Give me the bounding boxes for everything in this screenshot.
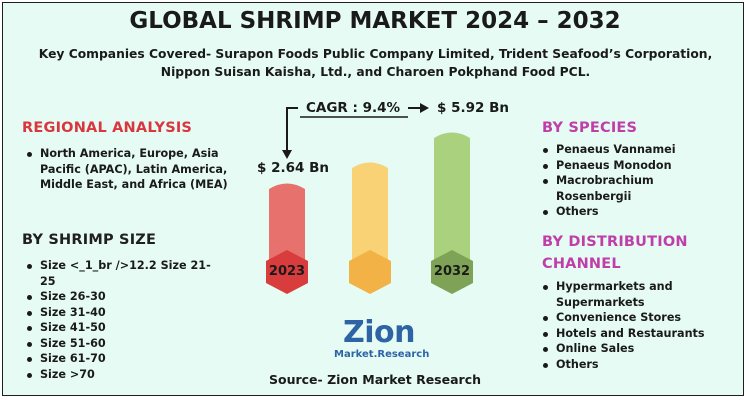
regional-list: North America, Europe, Asia Pacific (APA… [24, 146, 239, 193]
start-year-label: 2023 [268, 264, 306, 279]
arrow-down-icon [282, 150, 292, 159]
list-item: Size <_1_br />12.2 Size 21-25 [24, 258, 224, 289]
bar-2023 [269, 183, 305, 270]
distribution-list: Hypermarkets and Supermarkets Convenience… [540, 279, 740, 372]
end-value-label: $ 5.92 Bn [437, 100, 510, 116]
list-item: Hotels and Restaurants [540, 326, 740, 342]
list-item: Penaeus Vannamei [540, 142, 730, 158]
list-item: Online Sales [540, 341, 740, 357]
list-item: Macrobrachium Rosenbergii [540, 173, 730, 204]
hexagon-middle [349, 250, 391, 294]
hexagon-2032 [431, 250, 473, 294]
list-item: Others [540, 204, 730, 220]
list-item: Size 26-30 [24, 289, 224, 305]
page-title: GLOBAL SHRIMP MARKET 2024 – 2032 [129, 8, 621, 34]
start-value-label: $ 2.64 Bn [257, 160, 330, 176]
key-companies-text: Key Companies Covered- Surapon Foods Pub… [38, 47, 713, 79]
hexagon-2023 [266, 250, 308, 294]
list-item: Others [540, 357, 740, 373]
list-item: North America, Europe, Asia Pacific (APA… [24, 146, 239, 193]
shrimp-size-heading: BY SHRIMP SIZE [22, 232, 157, 248]
list-item: Size >70 [24, 367, 224, 383]
list-item: Size 41-50 [24, 320, 224, 336]
species-list: Penaeus Vannamei Penaeus Monodon Macrobrac… [540, 142, 730, 220]
regional-analysis-heading: REGIONAL ANALYSIS [22, 120, 193, 136]
list-item: Convenience Stores [540, 310, 740, 326]
market-growth-graphic [266, 103, 473, 294]
arrow-right-icon [420, 103, 429, 113]
end-year-label: 2032 [433, 264, 471, 279]
cagr-label: CAGR : 9.4% [306, 100, 401, 116]
source-text: Source- Zion Market Research [268, 372, 482, 387]
distribution-heading-line1: BY DISTRIBUTION [542, 234, 688, 250]
cagr-arrow-left-line [286, 107, 298, 155]
shrimp-size-list: Size <_1_br />12.2 Size 21-25 Size 26-30 S… [24, 258, 224, 382]
distribution-heading-line2: CHANNEL [542, 256, 621, 272]
list-item: Size 61-70 [24, 351, 224, 367]
logo-tagline: Market.Research [334, 349, 430, 360]
bar-middle [352, 162, 388, 270]
logo-word: Zion [342, 315, 416, 350]
list-item: Penaeus Monodon [540, 158, 730, 174]
list-item: Hypermarkets and Supermarkets [540, 279, 740, 310]
bar-2032 [434, 132, 470, 270]
list-item: Size 31-40 [24, 305, 224, 321]
zion-logo: Zion Market.Research [334, 315, 430, 362]
species-heading: BY SPECIES [542, 120, 638, 136]
list-item: Size 51-60 [24, 336, 224, 352]
